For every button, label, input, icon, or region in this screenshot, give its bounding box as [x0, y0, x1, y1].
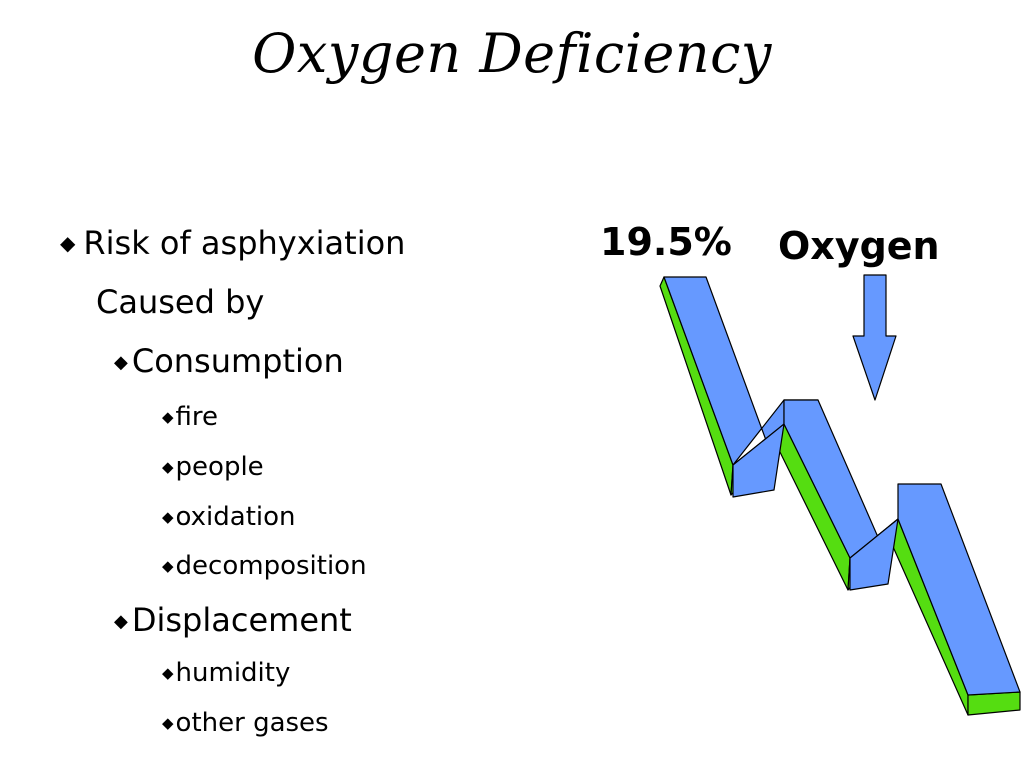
bullet-item: ◆ Consumption	[114, 342, 344, 380]
oxygen-label: Oxygen	[778, 224, 940, 268]
diamond-bullet-icon: ◆	[162, 664, 174, 682]
bullet-text: humidity	[175, 658, 291, 688]
diamond-bullet-icon: ◆	[162, 458, 174, 476]
bullet-text: Displacement	[131, 601, 352, 639]
ribbon-face-segment-1	[663, 276, 785, 466]
ribbon-bottom-edge	[967, 691, 1021, 716]
diamond-bullet-icon: ◆	[60, 231, 76, 255]
downward-zigzag-arrow-icon	[659, 274, 1021, 716]
percent-label: 19.5%	[600, 220, 732, 264]
bullet-text: Caused by	[96, 283, 265, 321]
ribbon-face-segment-2	[732, 423, 785, 498]
bullet-item: ◆ Risk of asphyxiation	[60, 224, 405, 262]
down-arrow	[852, 274, 897, 401]
bullet-text: fire	[175, 402, 219, 432]
bullet-item: Caused by	[96, 283, 264, 321]
diamond-bullet-icon: ◆	[162, 508, 174, 526]
bullet-item: ◆humidity	[162, 658, 290, 688]
bullet-text: people	[175, 452, 264, 482]
bullet-text: decomposition	[175, 551, 367, 581]
diamond-bullet-icon: ◆	[114, 352, 128, 373]
bullet-item: ◆fire	[162, 402, 218, 432]
bullet-text: other gases	[175, 708, 329, 738]
bullet-item: ◆people	[162, 452, 264, 482]
bullet-text: Risk of asphyxiation	[83, 224, 406, 262]
diamond-bullet-icon: ◆	[162, 557, 174, 575]
bullet-item: ◆other gases	[162, 708, 329, 738]
bullet-item: ◆ Displacement	[114, 601, 352, 639]
slide-title: Oxygen Deficiency	[252, 22, 772, 85]
bullet-item: ◆oxidation	[162, 502, 296, 532]
bullet-item: ◆decomposition	[162, 551, 367, 581]
ribbon-face-segment-5	[897, 483, 1021, 696]
diamond-bullet-icon: ◆	[114, 611, 128, 632]
ribbon-face-segment-4	[849, 518, 899, 591]
diamond-bullet-icon: ◆	[162, 408, 174, 426]
bullet-text: Consumption	[131, 342, 344, 380]
diamond-bullet-icon: ◆	[162, 714, 174, 732]
bullet-text: oxidation	[175, 502, 296, 532]
